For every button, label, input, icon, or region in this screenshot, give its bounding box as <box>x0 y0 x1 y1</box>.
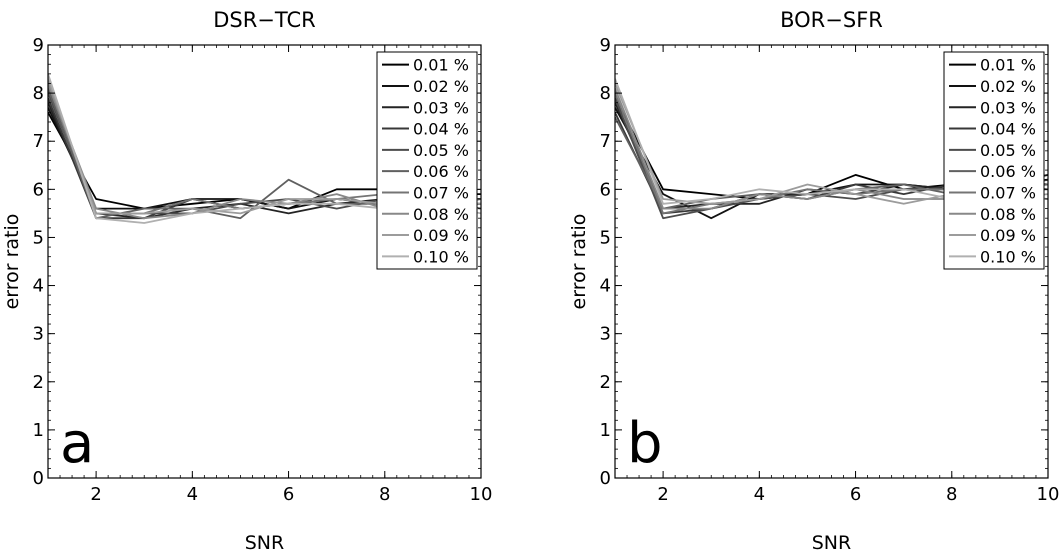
legend-entry: 0.09 % <box>413 226 469 245</box>
y-tick-label: 1 <box>33 420 44 441</box>
y-tick-label: 8 <box>600 83 611 104</box>
legend-entry: 0.10 % <box>980 247 1036 266</box>
legend-entry: 0.07 % <box>980 183 1036 202</box>
y-tick-label: 5 <box>33 227 44 248</box>
legend-entry: 0.06 % <box>413 162 469 181</box>
y-tick-label: 2 <box>600 372 611 393</box>
y-tick-label: 0 <box>600 468 611 489</box>
y-tick-label: 9 <box>600 35 611 56</box>
legend-entry: 0.09 % <box>980 226 1036 245</box>
x-tick-label: 8 <box>379 484 390 505</box>
legend-entry: 0.04 % <box>980 120 1036 139</box>
x-tick-label: 6 <box>283 484 294 505</box>
x-tick-label: 8 <box>946 484 957 505</box>
y-axis-label: error ratio <box>1 214 23 310</box>
y-tick-label: 0 <box>33 468 44 489</box>
legend-entry: 0.03 % <box>413 98 469 117</box>
x-axis-label: SNR <box>812 532 851 554</box>
y-tick-label: 6 <box>33 179 44 200</box>
y-tick-label: 4 <box>600 276 611 297</box>
chart-panel-b: BOR−SFR 2 4 6 8 10 0 1 2 3 4 5 6 7 8 9 SNR error ratio b 0.… <box>568 8 1059 554</box>
x-tick-label: 2 <box>90 484 101 505</box>
y-tick-label: 4 <box>33 276 44 297</box>
legend-entry: 0.08 % <box>413 205 469 224</box>
legend-box <box>376 51 478 270</box>
y-tick-label: 5 <box>600 227 611 248</box>
y-tick-label: 3 <box>33 324 44 345</box>
panel-letter: a <box>60 411 94 476</box>
legend-entry: 0.04 % <box>413 120 469 139</box>
x-tick-label: 6 <box>850 484 861 505</box>
legend-entry: 0.02 % <box>413 77 469 96</box>
legend-entry: 0.01 % <box>413 56 469 75</box>
x-tick-label: 10 <box>470 484 493 505</box>
y-tick-label: 7 <box>600 131 611 152</box>
legend-entry: 0.03 % <box>980 98 1036 117</box>
x-tick-label: 4 <box>187 484 198 505</box>
legend-entry: 0.02 % <box>980 77 1036 96</box>
legend-box <box>943 51 1045 270</box>
legend: 0.01 % 0.02 % 0.03 % 0.04 % 0.05 % 0.06 % 0.07… <box>943 51 1045 270</box>
legend-entry: 0.07 % <box>413 183 469 202</box>
chart-title: BOR−SFR <box>780 8 883 32</box>
legend-entry: 0.10 % <box>413 247 469 266</box>
chart-panel-a: DSR−TCR 2 4 6 8 10 0 1 2 3 4 5 6 7 8 9 SNR error ratio a 0.… <box>1 8 492 554</box>
x-tick-label: 10 <box>1037 484 1060 505</box>
y-tick-label: 7 <box>33 131 44 152</box>
x-tick-label: 4 <box>754 484 765 505</box>
y-tick-label: 3 <box>600 324 611 345</box>
legend-entry: 0.06 % <box>980 162 1036 181</box>
chart-title: DSR−TCR <box>213 8 316 32</box>
y-tick-label: 8 <box>33 83 44 104</box>
y-axis-label: error ratio <box>568 214 590 310</box>
y-tick-label: 2 <box>33 372 44 393</box>
y-tick-label: 1 <box>600 420 611 441</box>
x-tick-label: 2 <box>657 484 668 505</box>
y-tick-label: 9 <box>33 35 44 56</box>
legend-entry: 0.05 % <box>980 141 1036 160</box>
panel-letter: b <box>627 411 663 476</box>
legend-entry: 0.08 % <box>980 205 1036 224</box>
legend: 0.01 % 0.02 % 0.03 % 0.04 % 0.05 % 0.06 % 0.07… <box>376 51 478 270</box>
x-axis-label: SNR <box>245 532 284 554</box>
legend-entry: 0.05 % <box>413 141 469 160</box>
y-tick-label: 6 <box>600 179 611 200</box>
legend-entry: 0.01 % <box>980 56 1036 75</box>
